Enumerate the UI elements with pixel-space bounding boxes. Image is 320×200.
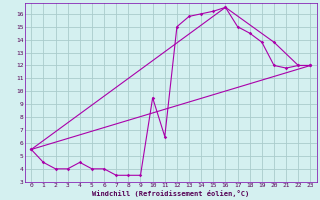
X-axis label: Windchill (Refroidissement éolien,°C): Windchill (Refroidissement éolien,°C) [92,190,250,197]
